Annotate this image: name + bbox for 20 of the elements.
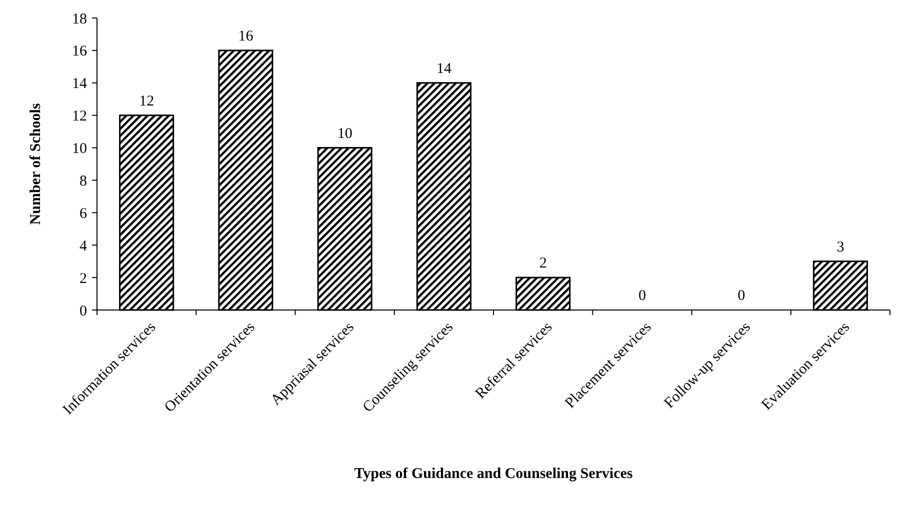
data-label: 10 — [337, 126, 352, 142]
y-tick-label: 14 — [72, 76, 88, 92]
data-label: 16 — [238, 28, 254, 44]
y-tick-label: 6 — [80, 206, 88, 222]
y-tick-label: 18 — [72, 11, 87, 28]
y-tick-label: 4 — [80, 238, 88, 254]
data-label: 12 — [139, 93, 154, 110]
y-tick-label: 12 — [72, 108, 87, 125]
data-label: 0 — [738, 288, 746, 304]
data-label: 3 — [836, 239, 844, 256]
data-label: 2 — [539, 256, 547, 272]
y-axis-title: Number of Schools — [28, 103, 44, 225]
data-label: 14 — [436, 60, 452, 77]
y-tick-label: 8 — [80, 173, 87, 190]
x-axis-title: Types of Guidance and Counseling Services — [354, 466, 633, 482]
y-tick-label: 10 — [72, 141, 87, 158]
data-label: 0 — [638, 288, 646, 304]
y-tick-label: 16 — [72, 44, 88, 60]
y-tick-label: 2 — [80, 270, 87, 287]
y-tick-label: 0 — [80, 303, 87, 320]
